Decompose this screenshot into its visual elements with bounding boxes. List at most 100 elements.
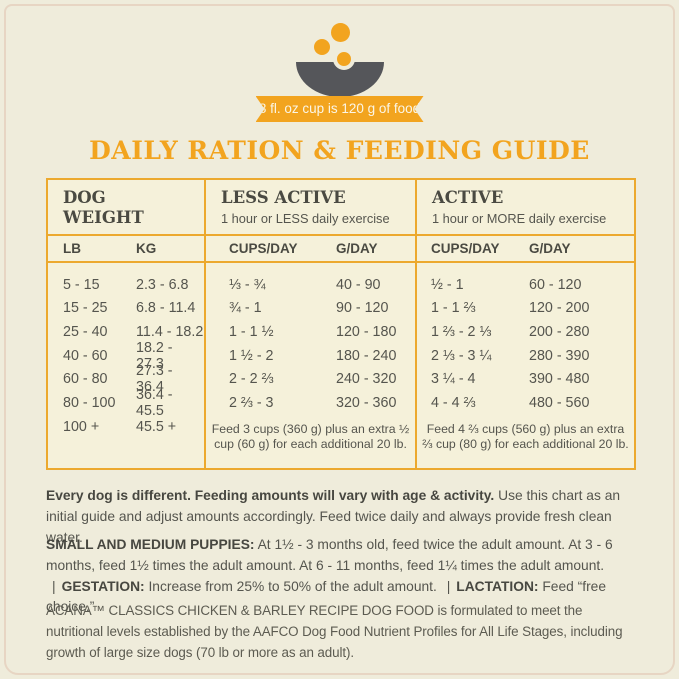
separator: | bbox=[52, 578, 56, 594]
lb-cell: 15 - 25 bbox=[63, 300, 108, 317]
footnote-general: Every dog is different. Feeding amounts … bbox=[46, 486, 636, 548]
grams-cell: 40 - 90 bbox=[336, 276, 381, 293]
lb-cell: 5 - 15 bbox=[63, 276, 100, 293]
grams-cell: 240 - 320 bbox=[336, 371, 397, 388]
grams-cell: 120 - 200 bbox=[529, 300, 590, 317]
kg-overflow-cell: 45.5 + bbox=[136, 418, 177, 435]
cups-cell: 1 - 1 ½ bbox=[229, 323, 274, 340]
column-body: 5 - 15 2.3 - 6.8 15 - 25 6.8 - 11.4 25 - 4… bbox=[48, 263, 204, 468]
table-row: 15 - 25 6.8 - 11.4 bbox=[48, 297, 204, 321]
cups-cell: ⅓ - ¾ bbox=[229, 276, 266, 293]
aafco-statement: ACANA™ CLASSICS CHICKEN & BARLEY RECIPE … bbox=[46, 603, 623, 660]
cups-cell: 4 - 4 ⅔ bbox=[431, 394, 476, 411]
cups-cell: 1 ½ - 2 bbox=[229, 347, 274, 364]
grams-cell: 320 - 360 bbox=[336, 394, 397, 411]
column-subtitle: 1 hour or LESS daily exercise bbox=[221, 211, 390, 227]
cups-cell: 2 ⅓ - 3 ¼ bbox=[431, 347, 492, 364]
table-row: 40 - 60 18.2 - 27.3 bbox=[48, 340, 204, 372]
kg-cell: 36.4 - 45.5 bbox=[136, 386, 173, 419]
table-row: ½ - 1 60 - 120 bbox=[417, 273, 634, 297]
kg-cell: 11.4 - 18.2 bbox=[136, 323, 204, 340]
table-row: 5 - 15 2.3 - 6.8 bbox=[48, 273, 204, 297]
grams-cell: 200 - 280 bbox=[529, 323, 590, 340]
column-active: ACTIVE 1 hour or MORE daily exercise CUP… bbox=[417, 180, 634, 468]
column-less-active: LESS ACTIVE 1 hour or LESS daily exercis… bbox=[206, 180, 417, 468]
lactation-text: Feed “free choice.” bbox=[46, 578, 607, 615]
table-row: 80 - 100 36.4 - 45.5 bbox=[48, 387, 204, 419]
subheader-kg: KG bbox=[136, 241, 157, 256]
cups-cell: 3 ¼ - 4 bbox=[431, 371, 476, 388]
grams-cell: 120 - 180 bbox=[336, 323, 397, 340]
subheader-g-day: G/DAY bbox=[336, 241, 378, 256]
cup-measure-text: 8 fl. oz cup is 120 g of food bbox=[258, 101, 421, 116]
kg-cell: 2.3 - 6.8 bbox=[136, 276, 189, 293]
subheader-cups-day: CUPS/DAY bbox=[229, 241, 298, 256]
grams-cell: 280 - 390 bbox=[529, 347, 590, 364]
column-title: DOG WEIGHT bbox=[63, 188, 144, 228]
overflow-row: 100 + 45.5 + bbox=[48, 419, 204, 439]
footnote-general-bold: Every dog is different. Feeding amounts … bbox=[46, 488, 495, 503]
gestation-label: GESTATION: bbox=[61, 578, 145, 594]
grams-cell: 60 - 120 bbox=[529, 276, 582, 293]
column-header-active: ACTIVE 1 hour or MORE daily exercise bbox=[417, 180, 634, 236]
lactation-label: LACTATION: bbox=[456, 578, 539, 594]
kibble-dot-icon bbox=[314, 39, 330, 55]
column-body: ½ - 1 60 - 120 1 - 1 ⅔ 120 - 200 1 ⅔ - 2 ⅓… bbox=[417, 263, 634, 468]
subheader-g-day: G/DAY bbox=[529, 241, 571, 256]
table-row: 1 ⅔ - 2 ⅓ 200 - 280 bbox=[417, 320, 634, 344]
table-row: 60 - 80 27.3 - 36.4 bbox=[48, 363, 204, 395]
kg-cell: 27.3 - 36.4 bbox=[136, 363, 173, 396]
kibble-dot-icon bbox=[333, 48, 355, 70]
footnote-general-rest: Use this chart as an initial guide and a… bbox=[46, 488, 621, 545]
grams-cell: 90 - 120 bbox=[336, 300, 389, 317]
table-row: 1 ½ - 2 180 - 240 bbox=[206, 344, 415, 368]
cups-cell: 1 ⅔ - 2 ⅓ bbox=[431, 323, 492, 340]
column-dog-weight: DOG WEIGHT LB KG 5 - 15 2.3 - 6.8 15 - 25… bbox=[48, 180, 206, 468]
grams-cell: 480 - 560 bbox=[529, 394, 590, 411]
footnote-life-stages: SMALL AND MEDIUM PUPPIES: At 1½ - 3 mont… bbox=[46, 535, 636, 618]
cups-cell: 2 ⅔ - 3 bbox=[229, 394, 274, 411]
table-row: 3 ¼ - 4 390 - 480 bbox=[417, 367, 634, 391]
table-row: ¾ - 1 90 - 120 bbox=[206, 297, 415, 321]
lb-cell: 25 - 40 bbox=[63, 323, 108, 340]
subheader-row: CUPS/DAY G/DAY bbox=[417, 236, 634, 263]
puppies-label: SMALL AND MEDIUM PUPPIES: bbox=[46, 537, 255, 552]
column-header-dog-weight: DOG WEIGHT bbox=[48, 180, 204, 236]
page-title: DAILY RATION & FEEDING GUIDE bbox=[89, 136, 590, 165]
cups-cell: ½ - 1 bbox=[431, 276, 464, 293]
overflow-row: Feed 3 cups (360 g) plus an extra ½ cup … bbox=[206, 419, 415, 453]
cups-cell: ¾ - 1 bbox=[229, 300, 262, 317]
subheader-lb: LB bbox=[63, 241, 81, 256]
feeding-table: DOG WEIGHT LB KG 5 - 15 2.3 - 6.8 15 - 25… bbox=[46, 178, 636, 470]
active-overflow-note: Feed 4 ⅔ cups (560 g) plus an extra ⅔ cu… bbox=[422, 421, 629, 452]
less-active-overflow-note: Feed 3 cups (360 g) plus an extra ½ cup … bbox=[211, 421, 410, 452]
grams-cell: 180 - 240 bbox=[336, 347, 397, 364]
column-title: ACTIVE bbox=[432, 188, 504, 207]
table-row: 2 - 2 ⅔ 240 - 320 bbox=[206, 367, 415, 391]
lb-cell: 80 - 100 bbox=[63, 394, 116, 411]
table-row: ⅓ - ¾ 40 - 90 bbox=[206, 273, 415, 297]
column-subtitle: 1 hour or MORE daily exercise bbox=[432, 211, 607, 227]
kg-cell: 18.2 - 27.3 bbox=[136, 339, 173, 372]
table-row: 25 - 40 11.4 - 18.2 bbox=[48, 320, 204, 344]
table-row: 4 - 4 ⅔ 480 - 560 bbox=[417, 391, 634, 415]
subheader-row: LB KG bbox=[48, 236, 204, 263]
puppies-text: At 1½ - 3 months old, feed twice the adu… bbox=[46, 537, 613, 573]
gestation-text: Increase from 25% to 50% of the adult am… bbox=[148, 578, 437, 594]
table-row: 1 - 1 ½ 120 - 180 bbox=[206, 320, 415, 344]
table-row: 1 - 1 ⅔ 120 - 200 bbox=[417, 297, 634, 321]
lb-cell: 60 - 80 bbox=[63, 371, 108, 388]
lb-overflow-cell: 100 + bbox=[63, 418, 100, 435]
cups-cell: 1 - 1 ⅔ bbox=[431, 300, 476, 317]
subheader-cups-day: CUPS/DAY bbox=[431, 241, 500, 256]
overflow-row: Feed 4 ⅔ cups (560 g) plus an extra ⅔ cu… bbox=[417, 419, 634, 453]
table-row: 2 ⅓ - 3 ¼ 280 - 390 bbox=[417, 344, 634, 368]
subheader-row: CUPS/DAY G/DAY bbox=[206, 236, 415, 263]
cup-measure-badge: 8 fl. oz cup is 120 g of food bbox=[256, 96, 424, 122]
cups-cell: 2 - 2 ⅔ bbox=[229, 371, 274, 388]
lb-cell: 40 - 60 bbox=[63, 347, 108, 364]
kg-cell: 6.8 - 11.4 bbox=[136, 300, 196, 317]
table-row: 2 ⅔ - 3 320 - 360 bbox=[206, 391, 415, 415]
kibble-dot-icon bbox=[331, 23, 350, 42]
